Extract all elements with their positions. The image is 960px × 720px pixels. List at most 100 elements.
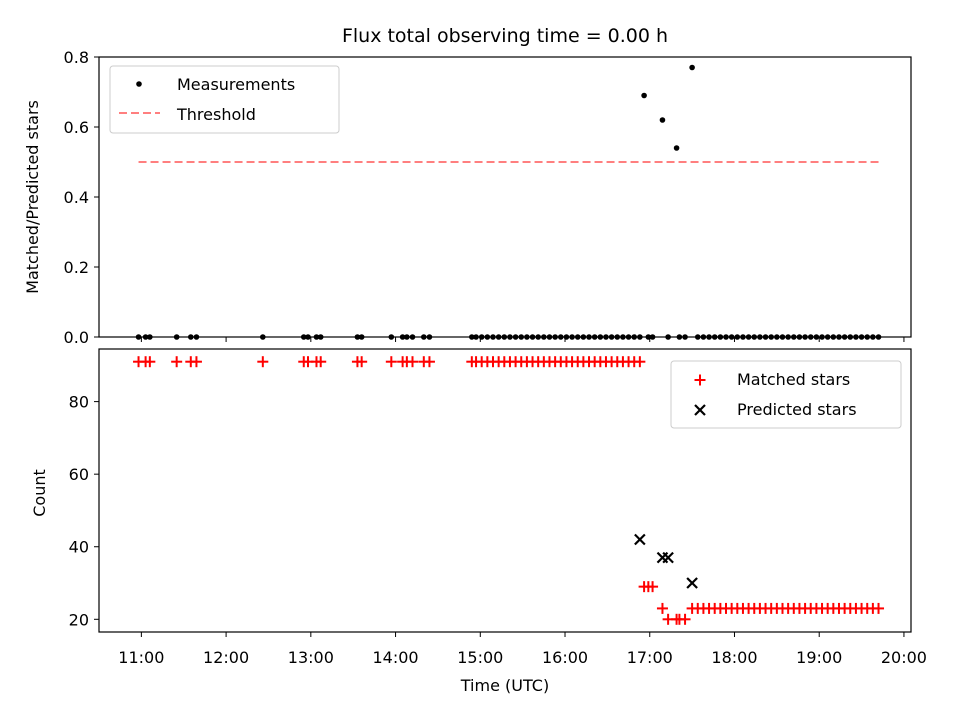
measurement-point xyxy=(768,334,774,340)
top-panel: 0.00.20.40.60.8 Matched/Predicted stars … xyxy=(23,48,912,347)
matched-star-point xyxy=(634,356,646,368)
measurement-point xyxy=(591,334,598,340)
measurement-point xyxy=(147,334,153,340)
y-tick-label: 20 xyxy=(69,610,89,629)
measurement-point xyxy=(813,334,820,340)
measurement-point xyxy=(858,334,865,340)
measurement-point xyxy=(135,334,142,340)
measurement-point xyxy=(404,334,410,340)
matched-star-point xyxy=(385,356,397,368)
measurement-point xyxy=(142,334,149,340)
measurement-point xyxy=(676,334,683,340)
measurement-point xyxy=(728,334,735,340)
measurement-point xyxy=(774,334,780,340)
measurement-point xyxy=(300,334,307,340)
measurement-point xyxy=(490,334,496,340)
measurement-point xyxy=(841,334,848,340)
measurement-point xyxy=(779,334,786,340)
measurement-point xyxy=(631,334,638,340)
legend-matched-label: Matched stars xyxy=(737,370,850,389)
measurement-point xyxy=(409,334,416,340)
measurement-point xyxy=(762,334,769,340)
measurement-point xyxy=(836,334,842,340)
matched-star-point xyxy=(144,356,156,368)
measurement-point xyxy=(785,334,791,340)
predicted-star-point xyxy=(634,533,646,546)
measurement-point xyxy=(193,334,200,340)
measurement-point xyxy=(830,334,837,340)
measurement-point xyxy=(529,334,536,340)
legend-predicted-label: Predicted stars xyxy=(737,400,857,419)
bottom-series xyxy=(133,356,885,625)
measurement-point xyxy=(665,334,671,340)
legend-plus-glyph xyxy=(694,374,706,386)
top-y-ticks: 0.0 0.2 0.4 0.6 0.8 xyxy=(64,48,99,347)
legend-threshold-label: Threshold xyxy=(176,105,256,124)
measurement-point xyxy=(586,334,592,340)
measurement-point xyxy=(563,334,570,340)
measurement-point xyxy=(689,64,695,71)
measurement-point xyxy=(711,334,718,340)
y-tick-label: 0.8 xyxy=(64,48,89,67)
bottom-y-ticks: 20 40 60 80 xyxy=(69,393,99,629)
measurement-point xyxy=(305,334,311,340)
measurement-point xyxy=(802,334,808,340)
measurement-point xyxy=(700,334,707,340)
measurement-point xyxy=(552,334,558,340)
measurement-point xyxy=(864,334,871,340)
measurement-point xyxy=(574,334,581,340)
measurement-point xyxy=(484,334,491,340)
measurement-point xyxy=(659,117,666,123)
legend-matched-marker xyxy=(694,374,706,386)
measurement-point xyxy=(824,334,831,340)
measurement-point xyxy=(535,334,541,340)
measurement-point xyxy=(399,334,406,340)
measurement-point xyxy=(717,334,724,340)
measurement-point xyxy=(796,334,803,340)
measurement-point xyxy=(682,334,688,340)
legend-predicted-marker xyxy=(694,404,706,416)
bottom-legend: Matched stars Predicted stars xyxy=(670,360,902,429)
x-tick-label: 13:00 xyxy=(288,648,334,667)
measurement-point xyxy=(473,334,479,340)
measurement-point xyxy=(507,334,513,340)
measurement-point xyxy=(807,334,814,340)
x-tick-label: 14:00 xyxy=(373,648,419,667)
matched-star-point xyxy=(171,356,183,368)
bottom-plot-frame xyxy=(98,348,912,633)
bottom-x-ticks: 11:00 12:00 13:00 14:00 15:00 16:00 17:00 18:00… xyxy=(118,632,927,667)
matched-star-point xyxy=(679,613,691,625)
measurement-point xyxy=(603,334,609,340)
measurement-point xyxy=(354,334,361,340)
measurement-point xyxy=(557,334,564,340)
bottom-y-axis-label: Count xyxy=(30,469,49,517)
chart-title: Flux total observing time = 0.00 h xyxy=(342,25,668,47)
y-tick-label: 0.0 xyxy=(64,328,89,347)
measurement-point xyxy=(546,334,553,340)
measurement-point xyxy=(469,334,475,340)
measurement-point xyxy=(512,334,519,340)
measurement-point xyxy=(745,334,752,340)
matched-star-point xyxy=(190,356,202,368)
legend-measurements-marker xyxy=(136,81,142,87)
matched-star-point xyxy=(356,356,368,368)
x-tick-label: 18:00 xyxy=(711,648,757,667)
measurement-point xyxy=(641,92,647,99)
measurement-point xyxy=(734,334,741,340)
bottom-legend-box xyxy=(670,360,902,429)
legend-measurements-label: Measurements xyxy=(177,75,295,94)
x-tick-label: 11:00 xyxy=(118,648,164,667)
measurement-point xyxy=(495,334,502,340)
top-y-axis-label: Matched/Predicted stars xyxy=(23,100,42,294)
predicted-star-point xyxy=(662,551,674,564)
measurement-point xyxy=(790,334,797,340)
measurement-point xyxy=(388,334,395,340)
measurement-point xyxy=(358,334,365,340)
measurement-point xyxy=(518,334,525,340)
measurement-point xyxy=(853,334,859,340)
measurement-point xyxy=(875,334,882,340)
measurement-point xyxy=(751,334,758,340)
x-tick-label: 15:00 xyxy=(457,648,503,667)
